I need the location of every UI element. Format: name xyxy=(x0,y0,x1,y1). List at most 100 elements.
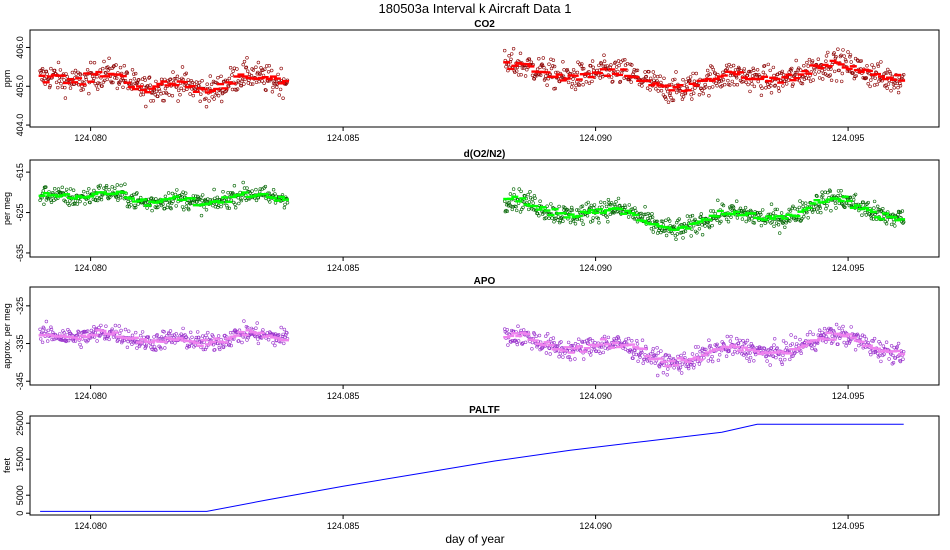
data-point xyxy=(97,81,102,86)
data-point xyxy=(216,75,220,80)
data-point xyxy=(221,190,225,194)
data-point xyxy=(515,342,519,347)
data-point xyxy=(632,67,636,72)
data-point xyxy=(851,71,855,75)
data-point xyxy=(134,330,138,335)
data-point xyxy=(745,338,750,343)
data-point xyxy=(708,343,712,348)
data-point xyxy=(901,220,906,224)
plot-frame xyxy=(29,159,940,258)
data-point xyxy=(735,82,740,87)
data-point xyxy=(886,82,891,86)
data-point xyxy=(544,74,548,78)
data-point xyxy=(876,64,881,68)
data-point xyxy=(649,361,654,365)
data-point xyxy=(704,85,708,89)
data-point xyxy=(64,187,69,192)
data-point xyxy=(529,60,533,64)
data-point xyxy=(838,193,843,197)
data-point xyxy=(816,57,820,61)
data-point xyxy=(674,90,679,95)
data-point xyxy=(88,60,93,65)
data-point xyxy=(836,342,840,346)
data-point xyxy=(44,319,49,324)
data-point xyxy=(523,74,528,78)
data-point xyxy=(47,85,52,90)
data-point xyxy=(537,333,542,338)
data-point xyxy=(585,214,590,218)
data-point xyxy=(869,78,873,82)
data-point xyxy=(641,361,645,365)
data-point xyxy=(710,354,714,359)
data-point xyxy=(146,335,150,340)
data-point xyxy=(690,97,694,101)
data-point xyxy=(228,340,232,344)
data-point xyxy=(117,82,121,86)
data-point xyxy=(869,352,873,357)
data-point xyxy=(219,74,223,79)
data-point xyxy=(673,77,677,82)
data-point xyxy=(104,71,108,75)
data-point xyxy=(573,357,577,361)
data-point xyxy=(591,65,595,70)
data-point xyxy=(627,203,631,207)
data-point xyxy=(599,61,604,66)
data-point xyxy=(206,330,210,335)
data-point xyxy=(655,219,659,224)
data-point xyxy=(140,330,145,334)
data-point xyxy=(846,50,850,54)
data-point xyxy=(640,215,645,219)
data-point xyxy=(565,67,569,72)
y-tick-label: 5000 xyxy=(15,485,25,505)
data-point xyxy=(806,64,810,68)
data-point xyxy=(82,189,86,194)
data-point xyxy=(547,346,552,351)
data-point xyxy=(174,204,178,208)
data-point xyxy=(670,231,674,235)
data-point xyxy=(887,357,891,361)
data-point xyxy=(778,357,783,362)
data-point xyxy=(722,82,727,87)
data-point xyxy=(189,201,193,205)
data-point xyxy=(163,346,167,350)
data-point xyxy=(752,68,756,73)
panel-title: PALTF xyxy=(469,405,500,416)
data-point xyxy=(817,76,822,80)
data-point xyxy=(743,341,748,345)
data-point xyxy=(672,224,676,229)
data-point xyxy=(645,359,650,363)
data-point xyxy=(772,343,776,347)
data-point xyxy=(566,80,571,85)
data-point xyxy=(685,214,690,218)
data-point xyxy=(577,83,581,87)
data-point xyxy=(49,200,54,204)
data-point xyxy=(170,93,175,98)
data-point xyxy=(632,217,636,221)
data-point xyxy=(527,57,532,61)
data-point xyxy=(647,70,651,74)
data-point xyxy=(761,70,765,75)
data-point xyxy=(708,72,712,76)
data-point xyxy=(639,211,643,216)
data-point xyxy=(666,100,671,104)
data-point xyxy=(648,216,653,220)
data-point xyxy=(614,65,619,69)
data-point xyxy=(125,345,130,349)
data-point xyxy=(586,200,590,205)
data-point xyxy=(521,66,526,70)
data-point xyxy=(659,80,663,85)
data-point xyxy=(94,84,99,88)
data-point xyxy=(92,325,96,329)
data-point xyxy=(231,191,235,196)
data-point xyxy=(824,340,828,344)
x-tick-label: 124.085 xyxy=(327,263,360,273)
data-point xyxy=(625,61,630,66)
data-point xyxy=(717,353,722,357)
data-point xyxy=(227,206,232,211)
data-point xyxy=(204,104,209,109)
data-point xyxy=(611,79,615,84)
data-point xyxy=(700,223,704,227)
data-point xyxy=(552,64,557,69)
data-point xyxy=(66,338,71,343)
data-point xyxy=(563,351,567,355)
